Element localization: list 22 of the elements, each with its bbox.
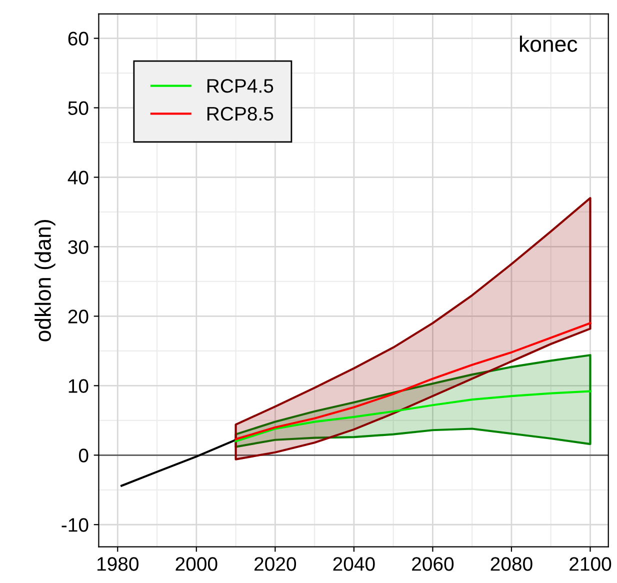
- legend-label: RCP8.5: [207, 106, 274, 121]
- y-tick-label: 0: [78, 448, 88, 462]
- x-tick-label: 2060: [412, 557, 454, 571]
- line-series: [234, 322, 592, 440]
- line-series: [234, 390, 592, 442]
- x-tick-label: 2040: [333, 557, 375, 571]
- x-tick-label: 2000: [176, 557, 218, 571]
- y-tick-label: 40: [68, 170, 88, 184]
- legend-label: RCP4.5: [207, 79, 274, 93]
- line-series: [120, 438, 237, 487]
- y-tick-label: 10: [68, 379, 88, 393]
- y-tick-label: 30: [68, 240, 88, 254]
- x-tick-label: 2020: [254, 557, 296, 571]
- x-tick-label: 2100: [570, 557, 612, 571]
- x-tick-label: 2080: [490, 557, 532, 571]
- y-tick-label: 50: [68, 101, 88, 116]
- x-tick-label: 1980: [97, 557, 138, 571]
- y-tick-label: -10: [62, 518, 88, 532]
- annotation: konec: [520, 36, 578, 52]
- y-tick-label: 60: [68, 32, 88, 46]
- y-tick-label: 20: [68, 310, 88, 324]
- y-axis-title: odklon (dan): [34, 220, 56, 342]
